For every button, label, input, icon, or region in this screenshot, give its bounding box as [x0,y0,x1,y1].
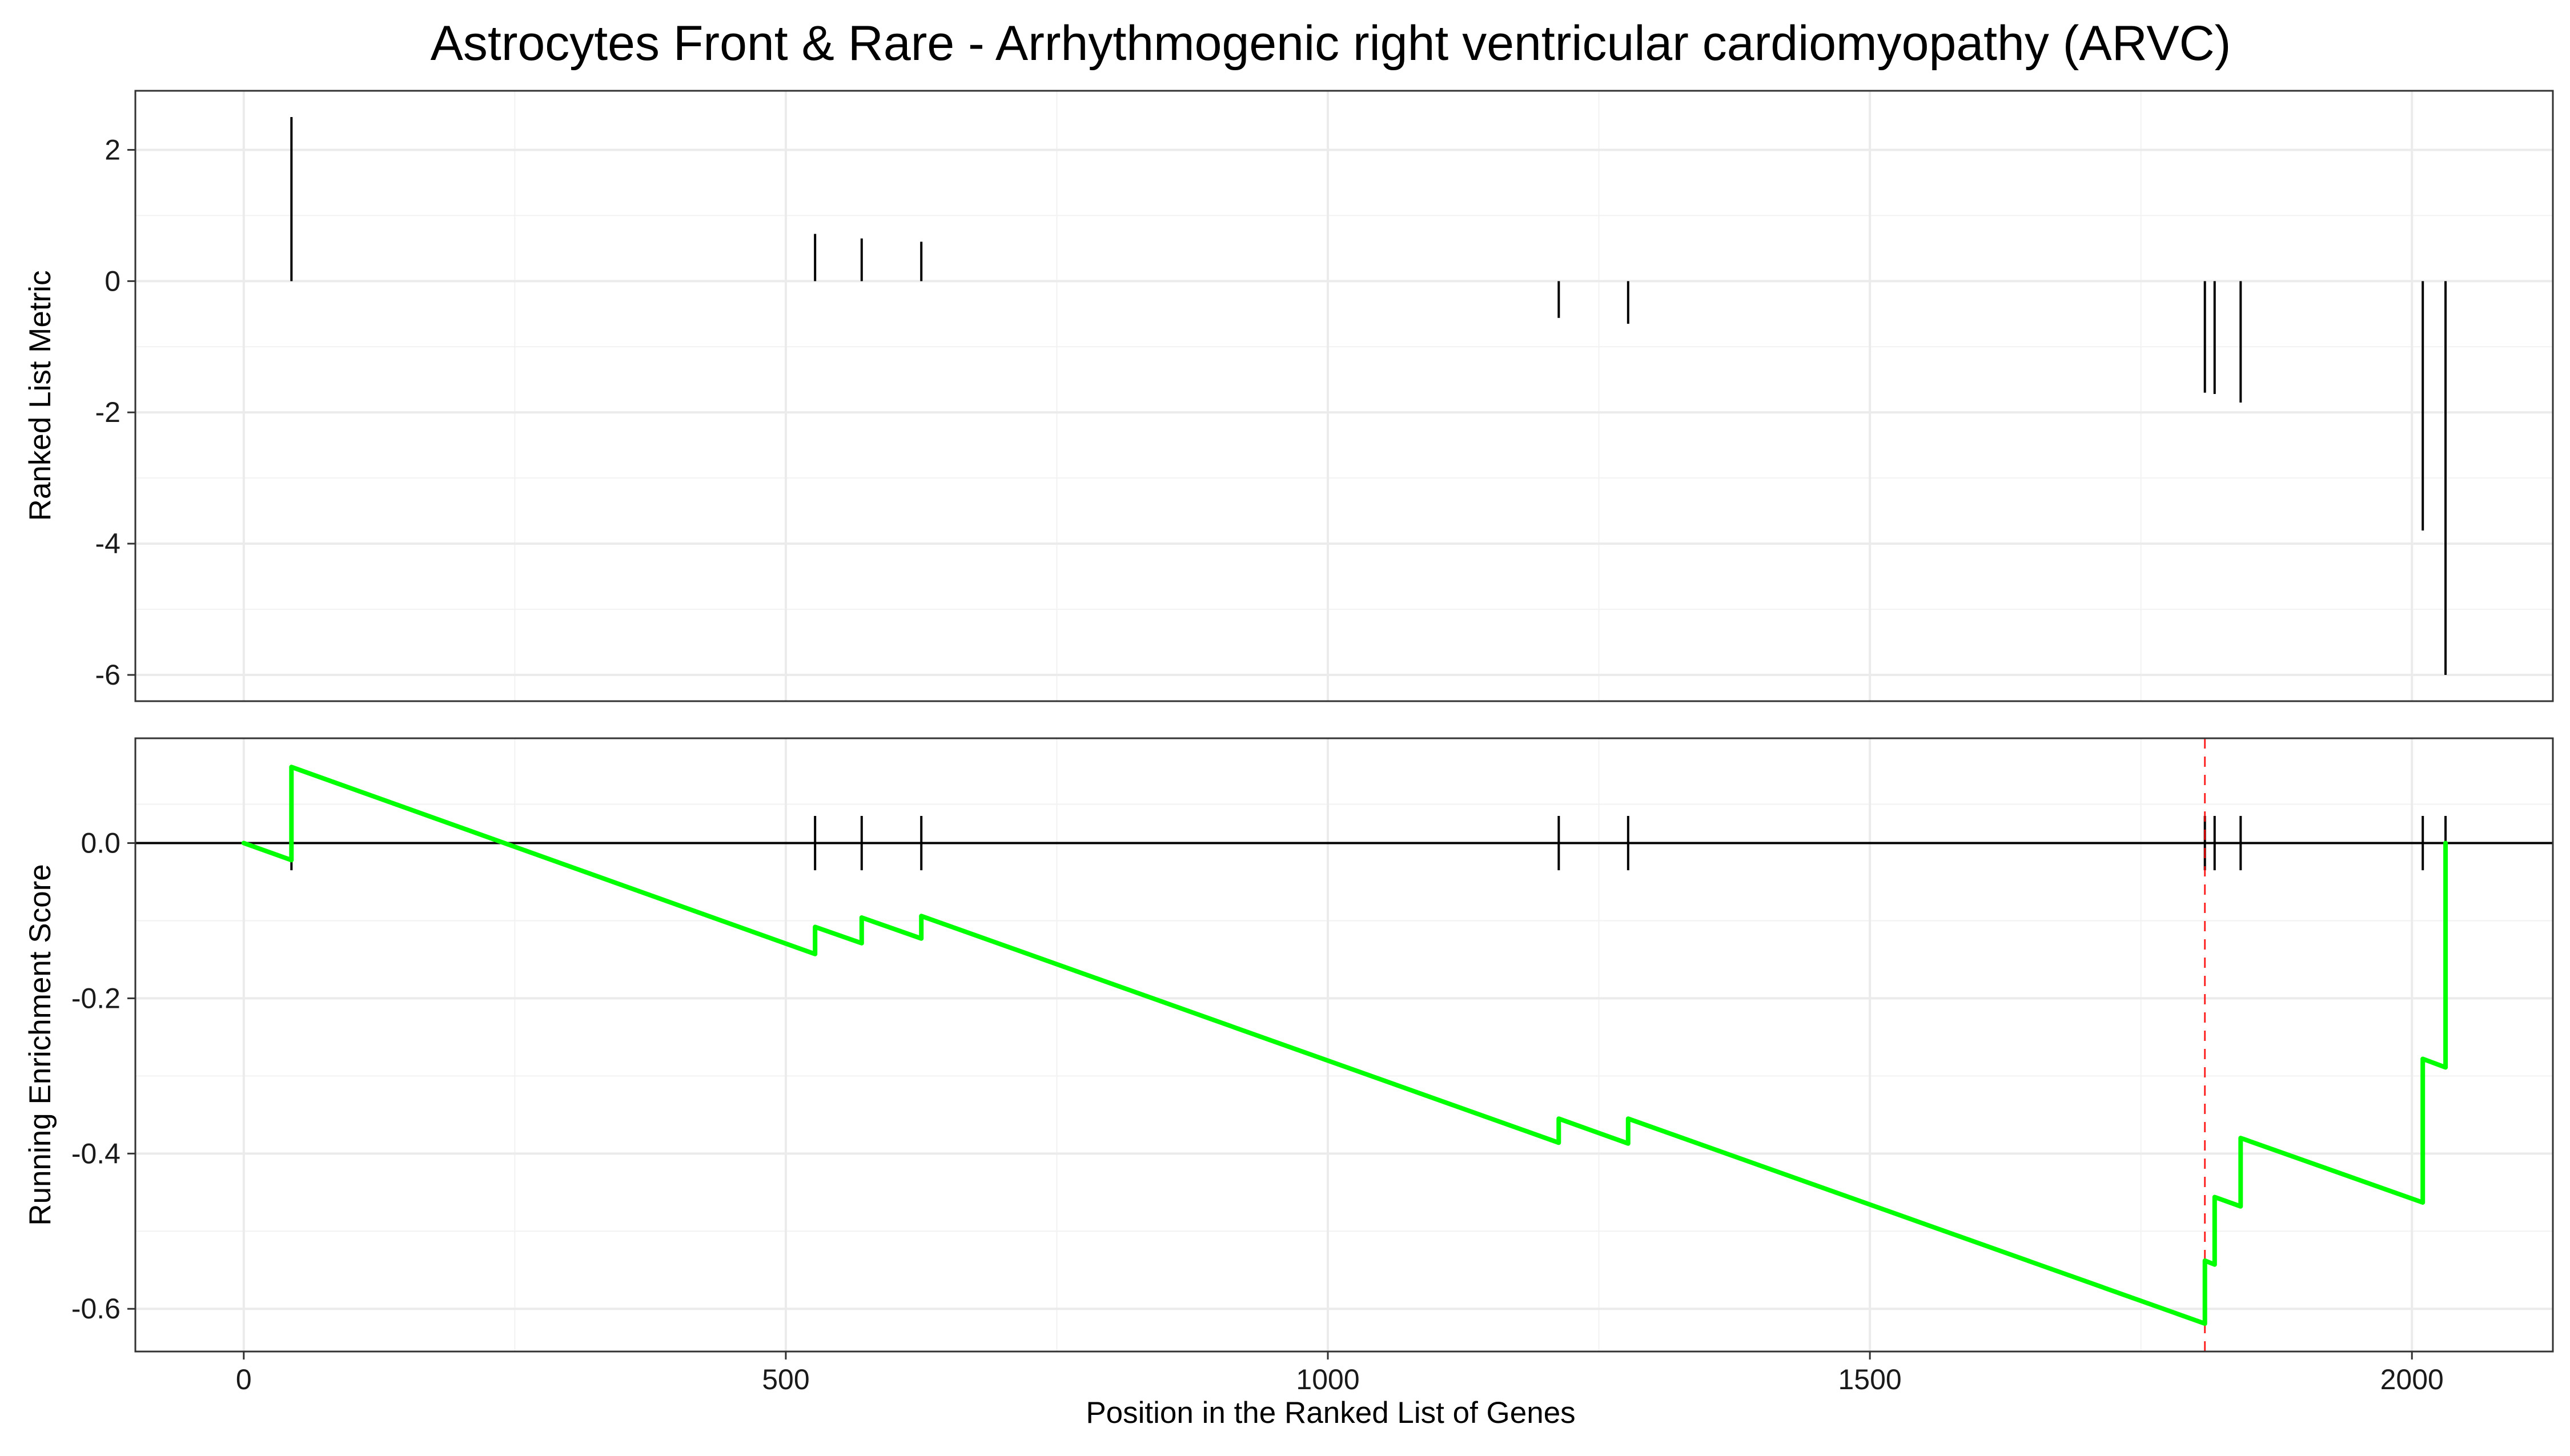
ranked-metric-panel-background [135,91,2553,701]
running-es-panel-border [134,737,2554,1353]
ranked-metric-panel-border [134,90,2554,702]
ranked-metric-panel: 2 0 -2 -4 -6 Ranked List Metric [23,90,2554,702]
x-tick-label: 500 [762,1364,809,1395]
ranked-metric-y-ticks: 2 0 -2 -4 -6 [95,134,135,691]
y-tick-label: -0.2 [71,982,121,1014]
y-tick-label: -4 [95,528,121,560]
y-tick-label: -6 [95,659,121,691]
running-es-panel: 0.0 -0.2 -0.4 -0.6 0 500 1000 1500 2000 Running… [23,737,2554,1430]
ranked-metric-gridlines [135,91,2553,701]
running-es-panel-background [135,738,2553,1352]
x-tick-label: 2000 [2380,1364,2444,1395]
running-es-x-ticks: 0 500 1000 1500 2000 [236,1352,2444,1395]
running-es-line [241,765,2448,1326]
gene-hit-ticks [135,815,2553,871]
ranked-metric-y-axis-title: Ranked List Metric [23,271,57,521]
y-tick-label: 0 [105,265,121,297]
running-es-line-layer [241,738,2448,1352]
y-tick-label: -0.6 [71,1293,121,1325]
chart-title: Astrocytes Front & Rare - Arrhythmogenic… [431,16,2231,71]
y-tick-label: -0.4 [71,1137,121,1169]
y-tick-label: 2 [105,134,121,166]
running-es-y-axis-title: Running Enrichment Score [23,864,57,1225]
y-tick-label: 0.0 [81,827,121,859]
running-es-y-ticks: 0.0 -0.2 -0.4 -0.6 [71,827,135,1325]
ranked-metric-bars [290,116,2447,675]
x-tick-label: 0 [236,1364,252,1395]
x-axis-title: Position in the Ranked List of Genes [1086,1396,1575,1430]
x-tick-label: 1500 [1838,1364,1902,1395]
x-tick-label: 1000 [1296,1364,1359,1395]
y-tick-label: -2 [95,396,121,428]
